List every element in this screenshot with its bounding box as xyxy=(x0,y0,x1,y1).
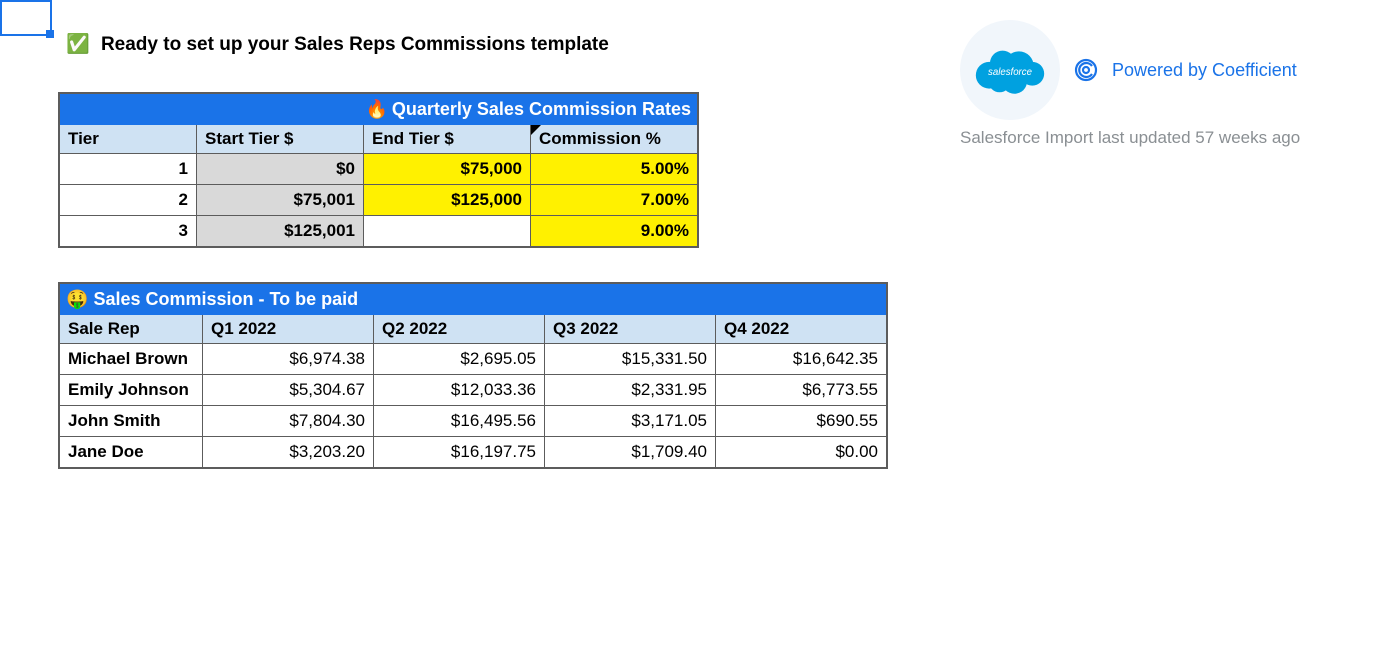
commission-rates-table: 🔥Quarterly Sales Commission Rates Tier S… xyxy=(58,92,699,248)
pay-header-row: Sale Rep Q1 2022 Q2 2022 Q3 2022 Q4 2022 xyxy=(59,315,887,344)
selection-handle xyxy=(46,30,54,38)
salesforce-icon: salesforce xyxy=(972,44,1048,96)
brand-block: salesforce Powered by Coefficient Salesf… xyxy=(960,20,1360,148)
pay-cell-q3[interactable]: $3,171.05 xyxy=(545,406,716,437)
table-row: 3$125,001 9.00% xyxy=(59,216,698,248)
rates-cell-commission[interactable]: 7.00% xyxy=(531,185,699,216)
pay-cell-q4[interactable]: $6,773.55 xyxy=(716,375,888,406)
rates-col-tier: Tier xyxy=(59,125,197,154)
table-row: Jane Doe$3,203.20$16,197.75$1,709.40$0.0… xyxy=(59,437,887,469)
pay-cell-q4[interactable]: $690.55 xyxy=(716,406,888,437)
pay-col-q4: Q4 2022 xyxy=(716,315,888,344)
pay-cell-rep[interactable]: Jane Doe xyxy=(59,437,203,469)
rates-cell-start[interactable]: $125,001 xyxy=(197,216,364,248)
rates-cell-end[interactable]: $125,000 xyxy=(364,185,531,216)
table-row: Emily Johnson$5,304.67$12,033.36$2,331.9… xyxy=(59,375,887,406)
pay-cell-q4[interactable]: $16,642.35 xyxy=(716,344,888,375)
rates-cell-commission[interactable]: 5.00% xyxy=(531,154,699,185)
rates-table-title: Quarterly Sales Commission Rates xyxy=(392,99,691,119)
coefficient-label[interactable]: Powered by Coefficient xyxy=(1112,60,1297,81)
page-title: ✅ Ready to set up your Sales Reps Commis… xyxy=(66,32,609,56)
pay-cell-rep[interactable]: John Smith xyxy=(59,406,203,437)
salesforce-wordmark: salesforce xyxy=(988,67,1032,78)
rates-col-commission: Commission % xyxy=(531,125,699,154)
pay-cell-q3[interactable]: $2,331.95 xyxy=(545,375,716,406)
pay-col-q2: Q2 2022 xyxy=(374,315,545,344)
table-row: John Smith$7,804.30$16,495.56$3,171.05$6… xyxy=(59,406,887,437)
page-title-text: Ready to set up your Sales Reps Commissi… xyxy=(101,34,609,55)
salesforce-badge: salesforce xyxy=(960,20,1060,120)
check-icon: ✅ xyxy=(66,34,90,55)
table-row: 1$0$75,0005.00% xyxy=(59,154,698,185)
rates-table-banner: 🔥Quarterly Sales Commission Rates xyxy=(59,93,698,125)
pay-cell-q2[interactable]: $2,695.05 xyxy=(374,344,545,375)
rates-col-end: End Tier $ xyxy=(364,125,531,154)
pay-col-rep: Sale Rep xyxy=(59,315,203,344)
rates-cell-start[interactable]: $0 xyxy=(197,154,364,185)
pay-col-q3: Q3 2022 xyxy=(545,315,716,344)
rates-cell-start[interactable]: $75,001 xyxy=(197,185,364,216)
sales-commission-section: 🤑 Sales Commission - To be paid Sale Rep… xyxy=(58,282,888,469)
money-face-icon: 🤑 xyxy=(66,289,88,309)
rates-cell-end[interactable]: $75,000 xyxy=(364,154,531,185)
pay-cell-q3[interactable]: $15,331.50 xyxy=(545,344,716,375)
pay-table-title: Sales Commission - To be paid xyxy=(93,289,358,309)
rates-cell-commission[interactable]: 9.00% xyxy=(531,216,699,248)
rates-header-row: Tier Start Tier $ End Tier $ Commission … xyxy=(59,125,698,154)
pay-cell-q2[interactable]: $16,495.56 xyxy=(374,406,545,437)
coefficient-icon xyxy=(1074,58,1098,82)
pay-cell-q1[interactable]: $6,974.38 xyxy=(203,344,374,375)
fire-icon: 🔥 xyxy=(365,99,387,119)
rates-cell-tier[interactable]: 1 xyxy=(59,154,197,185)
brand-row: salesforce Powered by Coefficient xyxy=(960,20,1360,120)
pay-cell-q1[interactable]: $5,304.67 xyxy=(203,375,374,406)
rates-cell-tier[interactable]: 2 xyxy=(59,185,197,216)
rates-cell-tier[interactable]: 3 xyxy=(59,216,197,248)
pay-col-q1: Q1 2022 xyxy=(203,315,374,344)
pay-cell-q4[interactable]: $0.00 xyxy=(716,437,888,469)
table-row: Michael Brown$6,974.38$2,695.05$15,331.5… xyxy=(59,344,887,375)
pay-cell-rep[interactable]: Emily Johnson xyxy=(59,375,203,406)
pay-cell-q2[interactable]: $16,197.75 xyxy=(374,437,545,469)
pay-table-banner: 🤑 Sales Commission - To be paid xyxy=(59,283,887,315)
pay-cell-rep[interactable]: Michael Brown xyxy=(59,344,203,375)
rates-col-start: Start Tier $ xyxy=(197,125,364,154)
pay-cell-q1[interactable]: $7,804.30 xyxy=(203,406,374,437)
commission-rates-section: 🔥Quarterly Sales Commission Rates Tier S… xyxy=(58,92,699,248)
import-status-text: Salesforce Import last updated 57 weeks … xyxy=(960,128,1360,148)
rates-cell-end[interactable] xyxy=(364,216,531,248)
pay-cell-q3[interactable]: $1,709.40 xyxy=(545,437,716,469)
pay-cell-q2[interactable]: $12,033.36 xyxy=(374,375,545,406)
pay-cell-q1[interactable]: $3,203.20 xyxy=(203,437,374,469)
table-row: 2$75,001$125,0007.00% xyxy=(59,185,698,216)
sales-commission-table: 🤑 Sales Commission - To be paid Sale Rep… xyxy=(58,282,888,469)
cell-selection-indicator xyxy=(0,0,52,36)
